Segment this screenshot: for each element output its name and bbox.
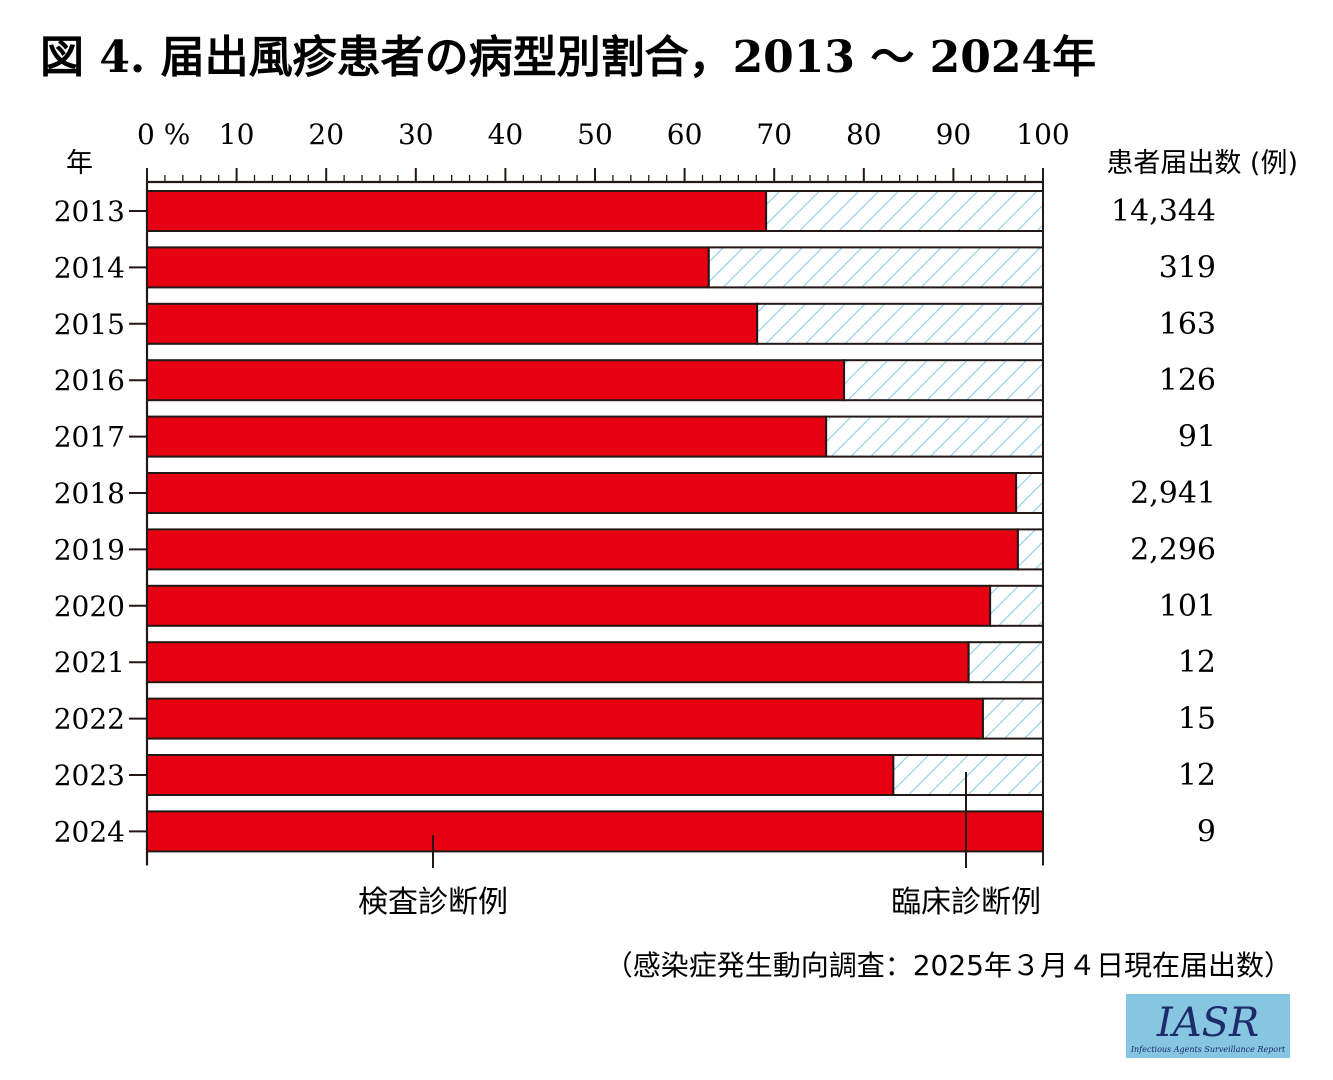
year-label: 2022 [54,703,125,736]
year-label: 2020 [54,590,125,623]
count-label: 319 [1159,250,1216,285]
x-tick-label: 10 [219,118,255,151]
legend-label-lab: 検査診断例 [358,885,508,920]
y-axis-label: 年 [66,148,93,179]
year-label: 2015 [54,308,125,341]
legend-label-clinical: 臨床診断例 [891,885,1041,920]
bar-clinical-diagnosed [843,359,1045,402]
bar-lab-diagnosed [146,302,759,345]
count-label: 126 [1159,363,1216,398]
logo-background [1126,994,1290,1058]
iasr-logo: IASR Infectious Agents Surveillance Repo… [1126,994,1290,1058]
x-tick-label: 30 [398,118,434,151]
year-label: 2018 [54,477,125,510]
year-label: 2014 [54,251,125,284]
x-tick-label: 100 [1016,118,1069,151]
bar-clinical-diagnosed [967,641,1045,684]
bar-clinical-diagnosed [1016,528,1044,571]
year-labels: 2013 2014 2015 2016 2017 2018 2019 2020 2021 2022… [54,195,147,848]
bar-lab-diagnosed [146,472,1018,514]
bar-lab-diagnosed [146,415,828,458]
bar-clinical-diagnosed [892,754,1044,796]
bar-clinical-diagnosed [707,246,1044,289]
count-label: 14,344 [1111,194,1216,229]
count-label: 2,941 [1130,476,1216,511]
x-tick-label: 20 [308,118,344,151]
count-labels: 14,344 319 163 126 91 2,941 2,296 101 12 15 12 9 [1111,194,1216,849]
x-tick-label: 40 [488,118,524,151]
count-label: 9 [1197,814,1216,849]
count-label: 12 [1178,758,1216,793]
source-note: （感染症発生動向調査：2025年３月４日現在届出数） [605,949,1292,982]
count-label: 12 [1178,645,1216,680]
year-label: 2017 [54,421,125,454]
year-label: 2019 [54,533,125,566]
x-tick-label: 60 [667,118,703,151]
bar-lab-diagnosed [146,584,992,627]
bar-lab-diagnosed [146,359,846,402]
x-tick-label: 80 [846,118,882,151]
count-header: 患者届出数 (例) [1106,148,1298,179]
bar-clinical-diagnosed [989,584,1044,627]
count-label: 163 [1159,307,1216,342]
bar-lab-diagnosed [146,528,1019,571]
bar-lab-diagnosed [146,190,768,232]
year-label: 2024 [54,815,125,848]
bar-lab-diagnosed [146,697,984,740]
bar-clinical-diagnosed [756,302,1045,345]
count-label: 101 [1159,589,1216,624]
x-tick-label: 70 [756,118,792,151]
bar-clinical-diagnosed [825,415,1045,458]
x-axis-ticks: 0 % 10 20 30 40 50 60 70 80 90 100 [137,118,1070,184]
year-label: 2016 [54,364,125,397]
year-label: 2013 [54,195,125,228]
chart-title: 図 4. 届出風疹患者の病型別割合，2013 〜 2024年 [40,32,1096,83]
bars [145,182,1045,866]
logo-subtitle: Infectious Agents Surveillance Report [1130,1045,1286,1054]
logo-text: IASR [1156,1000,1259,1046]
year-label: 2021 [54,646,125,679]
bar-lab-diagnosed [146,754,895,796]
x-tick-label: 90 [936,118,972,151]
bar-clinical-diagnosed [765,190,1044,232]
legend: 検査診断例 臨床診断例 [358,772,1041,920]
bar-lab-diagnosed [146,246,710,289]
bar-lab-diagnosed [146,810,1044,853]
year-label: 2023 [54,759,125,792]
x-tick-label: 50 [577,118,613,151]
bar-clinical-diagnosed [981,697,1045,740]
count-label: 15 [1178,702,1216,737]
count-label: 91 [1178,420,1216,455]
x-tick-label: 0 % [137,118,190,151]
count-label: 2,296 [1130,532,1216,567]
bar-lab-diagnosed [146,641,970,684]
bar-clinical-diagnosed [1015,472,1044,514]
